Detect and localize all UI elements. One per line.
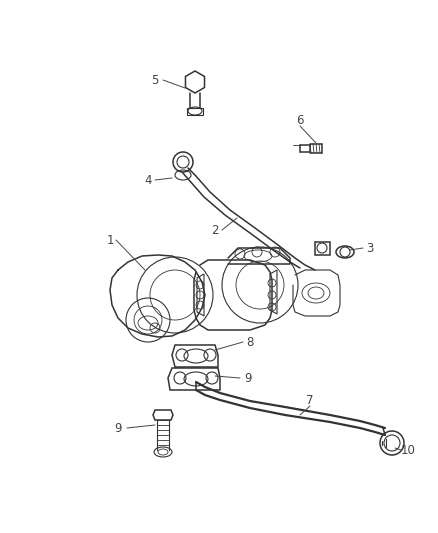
Text: 5: 5	[151, 74, 159, 86]
Polygon shape	[172, 345, 218, 367]
Text: 10: 10	[401, 443, 415, 456]
Polygon shape	[185, 71, 205, 93]
Text: 1: 1	[106, 233, 114, 246]
Text: 6: 6	[296, 114, 304, 126]
Text: 8: 8	[246, 335, 254, 349]
Polygon shape	[153, 410, 173, 420]
Text: 2: 2	[211, 223, 219, 237]
Text: 9: 9	[114, 422, 122, 434]
Polygon shape	[187, 108, 203, 115]
Polygon shape	[168, 368, 220, 390]
Text: 4: 4	[144, 174, 152, 187]
Polygon shape	[315, 242, 330, 255]
Text: 9: 9	[244, 372, 252, 384]
Text: 3: 3	[366, 241, 374, 254]
Text: 7: 7	[306, 393, 314, 407]
